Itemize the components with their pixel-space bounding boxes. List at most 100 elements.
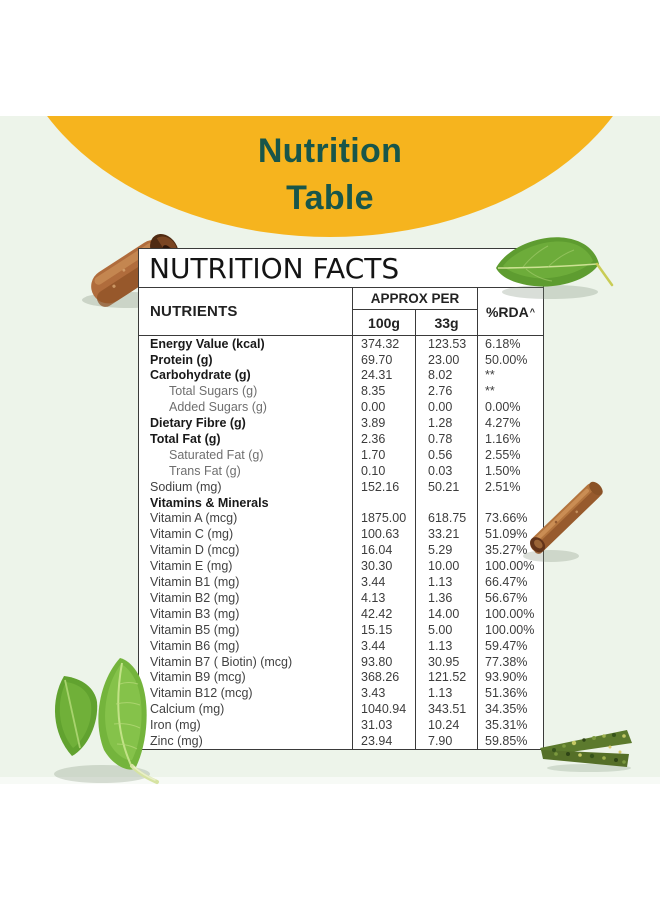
header-nutrients: NUTRIENTS xyxy=(139,288,353,335)
value-33g: 8.02 xyxy=(416,367,478,384)
table-row: Vitamin B6 (mg) 3.44 1.13 59.47% xyxy=(139,637,543,654)
value-100g: 152.16 xyxy=(353,479,416,495)
value-33g: 123.53 xyxy=(416,336,478,352)
value-33g: 0.56 xyxy=(416,447,478,464)
value-100g: 3.44 xyxy=(353,574,416,591)
banner-title-line1: Nutrition xyxy=(257,132,403,170)
row-label: Vitamin B6 (mg) xyxy=(139,637,353,654)
table-title: NUTRITION FACTS xyxy=(139,249,543,288)
nutrition-facts-table: NUTRITION FACTS NUTRIENTS APPROX PER 100… xyxy=(138,248,544,750)
value-100g: 23.94 xyxy=(353,733,416,750)
table-row: Vitamin E (mg) 30.30 10.00 100.00% xyxy=(139,558,543,575)
row-label: Zinc (mg) xyxy=(139,733,353,750)
table-row: Saturated Fat (g) 1.70 0.56 2.55% xyxy=(139,447,543,464)
value-100g: 374.32 xyxy=(353,336,416,352)
value-33g: 33.21 xyxy=(416,526,478,543)
value-33g: 1.13 xyxy=(416,685,478,702)
value-100g: 24.31 xyxy=(353,367,416,384)
value-rda: 35.27% xyxy=(485,543,528,558)
value-100g: 1040.94 xyxy=(353,701,416,718)
row-label: Saturated Fat (g) xyxy=(139,447,353,464)
row-label: Trans Fat (g) xyxy=(139,463,353,480)
value-100g: 16.04 xyxy=(353,542,416,559)
value-rda xyxy=(478,495,543,511)
value-rda: 77.38% xyxy=(485,654,528,669)
row-label: Iron (mg) xyxy=(139,717,353,734)
header-approx-per: APPROX PER xyxy=(353,288,478,310)
value-rda: ** xyxy=(485,368,495,383)
top-white-band xyxy=(0,0,660,116)
value-33g: 5.29 xyxy=(416,542,478,559)
header-rda: %RDA ^ xyxy=(478,288,543,335)
table-row: Protein (g) 69.70 23.00 50.00% xyxy=(139,351,543,368)
table-row: Dietary Fibre (g) 3.89 1.28 4.27% xyxy=(139,415,543,432)
value-33g xyxy=(416,494,478,511)
value-33g: 1.13 xyxy=(416,574,478,591)
value-rda: 34.35% xyxy=(485,702,528,717)
value-33g: 30.95 xyxy=(416,653,478,670)
table-row: Calcium (mg) 1040.94 343.51 34.35% xyxy=(139,701,543,718)
table-row: Iron (mg) 31.03 10.24 35.31% xyxy=(139,717,543,734)
table-row: Zinc (mg) 23.94 7.90 59.85% xyxy=(139,733,543,750)
value-33g: 0.03 xyxy=(416,463,478,480)
row-label: Total Fat (g) xyxy=(139,431,353,448)
table-row: Vitamin B7 ( Biotin) (mcg) 93.80 30.95 77.3… xyxy=(139,653,543,670)
row-label: Vitamin B12 (mcg) xyxy=(139,685,353,702)
value-rda: 93.90% xyxy=(485,670,528,685)
value-100g: 1875.00 xyxy=(353,510,416,527)
value-rda: 6.18% xyxy=(485,336,521,351)
value-100g: 1.70 xyxy=(353,447,416,464)
value-100g: 2.36 xyxy=(353,431,416,448)
table-row: Vitamin B1 (mg) 3.44 1.13 66.47% xyxy=(139,574,543,591)
value-100g: 100.63 xyxy=(353,526,416,543)
table-row: Vitamin B12 (mcg) 3.43 1.13 51.36% xyxy=(139,685,543,702)
value-rda: 0.00% xyxy=(485,400,521,415)
row-label: Protein (g) xyxy=(139,351,353,368)
table-row: Added Sugars (g) 0.00 0.00 0.00% xyxy=(139,399,543,416)
value-33g: 50.21 xyxy=(416,479,478,495)
value-33g: 618.75 xyxy=(416,510,478,527)
value-100g: 4.13 xyxy=(353,590,416,607)
row-label: Vitamin B5 (mg) xyxy=(139,622,353,638)
row-label: Carbohydrate (g) xyxy=(139,367,353,384)
row-label: Vitamin D (mcg) xyxy=(139,542,353,559)
value-rda: 100.00% xyxy=(485,606,535,621)
table-row: Vitamin B9 (mcg) 368.26 121.52 93.90% xyxy=(139,669,543,686)
value-100g: 0.00 xyxy=(353,399,416,416)
row-label: Vitamin C (mg) xyxy=(139,526,353,543)
table-row: Vitamin B2 (mg) 4.13 1.36 56.67% xyxy=(139,590,543,607)
value-rda: 73.66% xyxy=(485,511,528,526)
header-rda-text: %RDA xyxy=(485,303,529,320)
value-33g: 10.00 xyxy=(416,558,478,575)
value-rda: 100.00% xyxy=(485,559,535,574)
value-100g xyxy=(353,494,416,511)
value-100g: 3.89 xyxy=(353,415,416,432)
value-33g: 14.00 xyxy=(416,606,478,623)
value-100g: 69.70 xyxy=(353,351,416,368)
table-row: Energy Value (kcal) 374.32 123.53 6.18% xyxy=(139,336,543,352)
table-row: Vitamin A (mcg) 1875.00 618.75 73.66% xyxy=(139,510,543,527)
value-100g: 8.35 xyxy=(353,383,416,400)
value-100g: 31.03 xyxy=(353,717,416,734)
value-rda: 51.09% xyxy=(485,527,528,542)
table-row: Vitamin B5 (mg) 15.15 5.00 100.00% xyxy=(139,622,543,638)
value-rda: 56.67% xyxy=(485,590,528,605)
value-33g: 5.00 xyxy=(416,622,478,638)
header-33g: 33g xyxy=(416,310,478,335)
value-rda: 2.51% xyxy=(485,479,521,494)
row-label: Vitamin B3 (mg) xyxy=(139,606,353,623)
value-100g: 0.10 xyxy=(353,463,416,480)
value-rda: 35.31% xyxy=(485,718,528,733)
header-rda-footnote-mark: ^ xyxy=(529,306,536,317)
value-100g: 42.42 xyxy=(353,606,416,623)
value-33g: 0.00 xyxy=(416,399,478,416)
table-row: Sodium (mg) 152.16 50.21 2.51% xyxy=(139,479,543,495)
value-33g: 1.13 xyxy=(416,637,478,654)
value-rda: 2.55% xyxy=(485,447,521,462)
value-33g: 343.51 xyxy=(416,701,478,718)
table-header: NUTRIENTS APPROX PER 100g 33g %RDA ^ xyxy=(139,288,543,336)
value-rda: 100.00% xyxy=(485,622,535,637)
row-label: Calcium (mg) xyxy=(139,701,353,718)
value-rda: 1.16% xyxy=(485,432,521,447)
